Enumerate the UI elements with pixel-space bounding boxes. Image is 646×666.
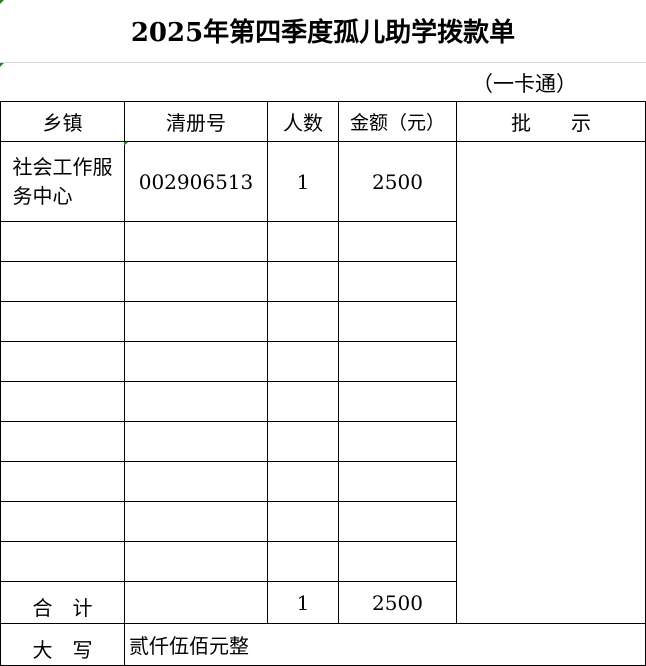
table-row: 社会工作服务中心 002906513 1 2500 [0,141,646,624]
empty-cell[interactable] [267,301,339,342]
empty-cell[interactable] [267,541,339,582]
empty-row [0,501,646,542]
empty-cell[interactable] [124,301,268,342]
empty-cell[interactable] [0,541,125,582]
empty-cell[interactable] [0,341,125,382]
empty-row [0,301,646,342]
empty-cell[interactable] [0,261,125,302]
empty-row [0,341,646,382]
empty-cell[interactable] [124,581,268,624]
empty-cell[interactable] [267,461,339,502]
empty-cell[interactable] [124,341,268,382]
empty-cell[interactable] [124,421,268,462]
empty-cell[interactable] [0,501,125,542]
comment-marker [0,0,4,4]
document-title: 2025年第四季度孤儿助学拨款单 [130,18,516,48]
allocation-table: 乡镇 清册号 人数 金额（元） 批 示 社会工作服务中心 002906513 1… [0,101,646,666]
empty-cell[interactable] [124,501,268,542]
empty-cell[interactable] [267,381,339,422]
town-text: 社会工作服务中心 [12,154,113,208]
cell-register-no: 002906513 [124,141,268,222]
comment-marker [0,63,4,67]
cell-amount: 2500 [338,141,457,222]
empty-cell[interactable] [338,341,457,382]
empty-cell[interactable] [338,541,457,582]
empty-cell[interactable] [124,461,268,502]
in-words-row: 大 写 贰仟伍佰元整 [0,623,646,666]
empty-cell[interactable] [124,221,268,262]
empty-cell[interactable] [267,221,339,262]
empty-cell[interactable] [338,301,457,342]
total-amount: 2500 [338,581,457,624]
header-approval: 批 示 [456,101,646,142]
empty-cell[interactable] [338,501,457,542]
empty-cell[interactable] [0,301,125,342]
comment-marker [124,142,128,146]
subtitle: （一卡通） [472,72,577,96]
total-row: 合 计 1 2500 [0,581,646,624]
cell-town: 社会工作服务中心 [0,141,125,222]
empty-cell[interactable] [124,541,268,582]
empty-cell[interactable] [267,421,339,462]
empty-cell[interactable] [124,381,268,422]
cell-count: 1 [267,141,339,222]
header-register-no: 清册号 [124,101,268,142]
empty-cell[interactable] [0,421,125,462]
empty-row [0,261,646,302]
header-row: 乡镇 清册号 人数 金额（元） 批 示 [0,101,646,142]
empty-cell[interactable] [338,221,457,262]
approval-cell[interactable] [456,141,646,624]
empty-cell[interactable] [0,221,125,262]
in-words-label: 大 写 [0,623,125,666]
header-town: 乡镇 [0,101,125,142]
row-separator [0,62,646,63]
empty-cell[interactable] [267,341,339,382]
empty-cell[interactable] [338,381,457,422]
total-count: 1 [267,581,339,624]
total-label: 合 计 [0,581,125,624]
header-amount: 金额（元） [338,101,457,142]
empty-cell[interactable] [267,501,339,542]
empty-cell[interactable] [267,261,339,302]
empty-row [0,541,646,582]
empty-cell[interactable] [0,381,125,422]
empty-cell[interactable] [338,261,457,302]
empty-cell[interactable] [124,261,268,302]
empty-row [0,461,646,502]
in-words-value: 贰仟伍佰元整 [124,623,646,666]
empty-cell[interactable] [338,421,457,462]
header-count: 人数 [267,101,339,142]
empty-cell[interactable] [338,461,457,502]
empty-cell[interactable] [0,461,125,502]
